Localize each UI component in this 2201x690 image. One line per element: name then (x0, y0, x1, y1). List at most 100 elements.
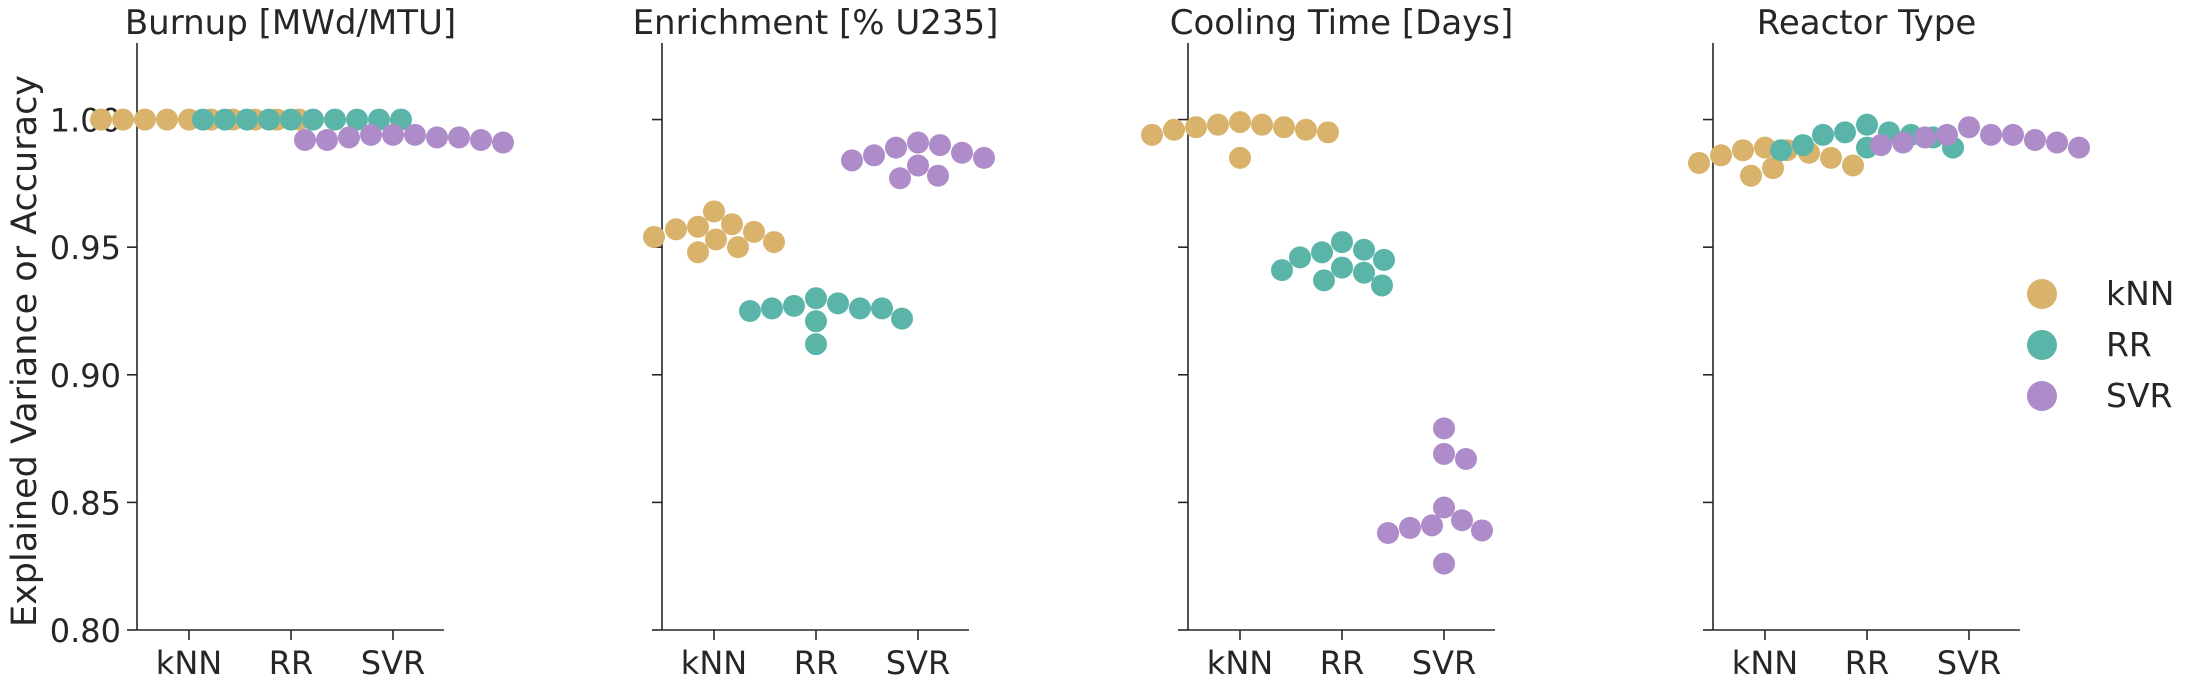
data-point (1163, 118, 1185, 141)
data-point (324, 108, 346, 131)
data-point (973, 146, 995, 169)
data-point (1317, 121, 1339, 144)
data-point (1870, 134, 1892, 157)
panel-title: Burnup [MWd/MTU] (125, 3, 456, 43)
data-point (1141, 123, 1163, 146)
data-point (470, 128, 492, 151)
legend-marker (2027, 381, 2057, 411)
chart-panel: Cooling Time [Days] kNN RR SVR (1141, 3, 1513, 682)
data-point (1471, 519, 1493, 542)
data-point (404, 123, 426, 146)
data-point (885, 136, 907, 159)
data-point (703, 200, 725, 223)
data-point (1229, 146, 1251, 169)
x-tick-label: RR (794, 644, 838, 682)
x-tick-label: SVR (1937, 644, 2001, 682)
data-point (280, 108, 302, 131)
data-point (214, 108, 236, 131)
data-point (192, 108, 214, 131)
data-point (1271, 259, 1293, 282)
data-point (783, 294, 805, 317)
x-tick-label: SVR (361, 644, 425, 682)
data-point (827, 292, 849, 315)
data-point (927, 164, 949, 187)
data-point (258, 108, 280, 131)
data-point (1273, 116, 1295, 139)
data-point (1812, 123, 1834, 146)
data-point (112, 108, 134, 131)
data-point (1820, 146, 1842, 169)
data-point (1455, 448, 1477, 471)
data-point (805, 287, 827, 310)
chart-panel: Enrichment [% U235] kNN RR SVR (633, 3, 999, 682)
data-point (346, 108, 368, 131)
data-point (761, 297, 783, 320)
data-point (1373, 248, 1395, 271)
data-point (1433, 496, 1455, 519)
data-point (1421, 514, 1443, 537)
data-point (302, 108, 324, 131)
data-point (951, 141, 973, 164)
data-point (1311, 241, 1333, 264)
data-point (2046, 131, 2068, 154)
data-point (492, 131, 514, 154)
y-tick-label: 0.80 (50, 612, 121, 650)
data-point (426, 126, 448, 149)
data-point (705, 228, 727, 251)
data-point (643, 225, 665, 248)
data-point (1353, 261, 1375, 284)
panel-title: Cooling Time [Days] (1170, 3, 1514, 43)
data-point (1313, 269, 1335, 292)
data-point (871, 297, 893, 320)
x-tick-label: SVR (886, 644, 950, 682)
data-point (849, 297, 871, 320)
data-point (294, 128, 316, 151)
data-point (1433, 552, 1455, 575)
data-point (448, 126, 470, 149)
x-tick-label: RR (1845, 644, 1889, 682)
data-point (1834, 121, 1856, 144)
data-point (1792, 134, 1814, 157)
data-point (382, 123, 404, 146)
data-point (316, 128, 338, 151)
y-tick-label: 0.95 (50, 229, 121, 267)
data-point (1710, 144, 1732, 167)
data-point (891, 307, 913, 330)
legend: kNN RR SVR (2027, 274, 2174, 415)
data-point (338, 126, 360, 149)
chart-panel: Reactor Type kNN RR SVR (1688, 3, 2090, 682)
data-point (763, 231, 785, 254)
data-point (687, 215, 709, 238)
data-point (863, 144, 885, 167)
data-point (1185, 116, 1207, 139)
legend-label: kNN (2106, 274, 2174, 313)
data-point (1399, 516, 1421, 539)
data-point (907, 154, 929, 177)
data-point (889, 167, 911, 190)
data-point (1451, 509, 1473, 532)
data-point (1892, 131, 1914, 154)
data-point (1980, 123, 2002, 146)
data-point (743, 220, 765, 243)
legend-marker (2027, 279, 2057, 309)
data-point (1732, 139, 1754, 162)
x-tick-label: SVR (1412, 644, 1476, 682)
x-tick-label: RR (1320, 644, 1364, 682)
data-point (1377, 522, 1399, 545)
data-point (1433, 442, 1455, 465)
x-tick-label: kNN (1732, 644, 1798, 682)
data-point (1856, 113, 1878, 136)
data-point (156, 108, 178, 131)
data-point (665, 218, 687, 241)
data-point (1770, 139, 1792, 162)
data-point (1331, 256, 1353, 279)
data-point (90, 108, 112, 131)
data-point (805, 333, 827, 356)
panel-title: Enrichment [% U235] (633, 3, 999, 43)
y-tick-label: 0.85 (50, 484, 121, 522)
data-point (1331, 231, 1353, 254)
data-point (1914, 126, 1936, 149)
